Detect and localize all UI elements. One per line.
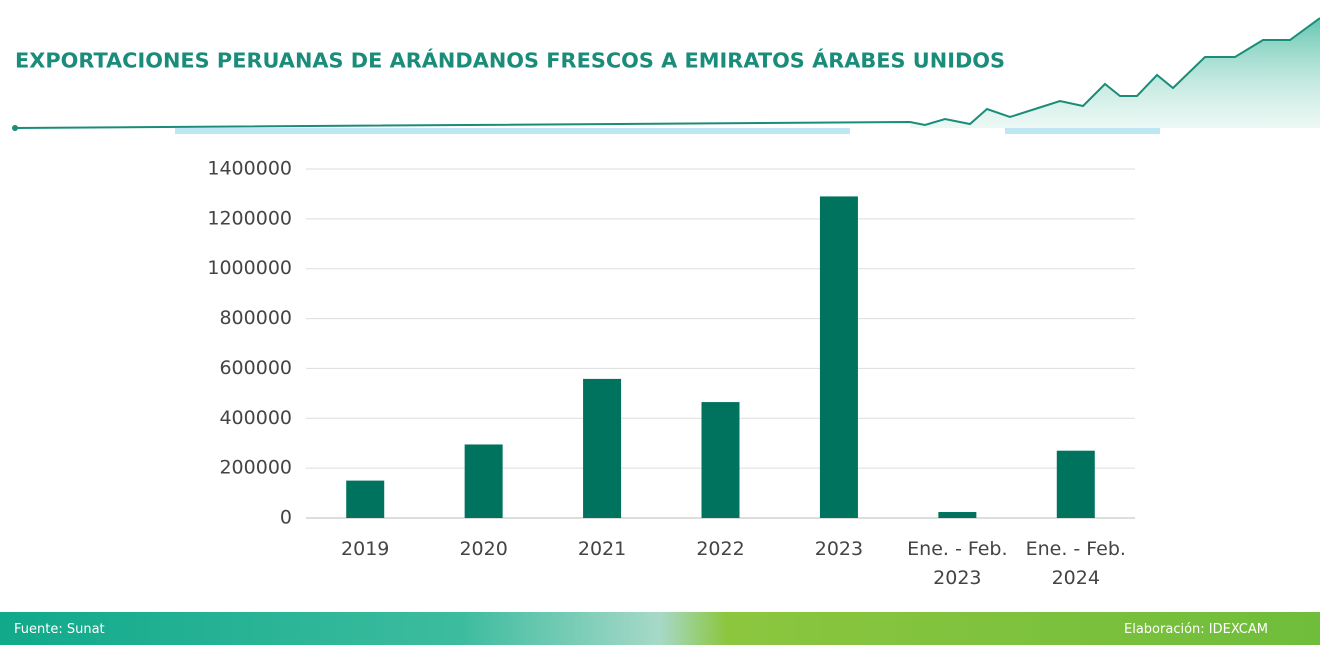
x-tick-label: Ene. - Feb. 2024 — [1025, 538, 1126, 589]
header: EXPORTACIONES PERUANAS DE ARÁNDANOS FRES… — [12, 17, 1320, 134]
bar — [938, 512, 977, 518]
chart: 0 200000 400000 600000 800000 1000000 1200000 1… — [207, 158, 1135, 529]
strip — [1005, 128, 1160, 134]
y-tick-label: 200000 — [219, 457, 292, 479]
title: EXPORTACIONES PERUANAS DE ARÁNDANOS FRES… — [15, 49, 1005, 73]
dot — [12, 125, 18, 131]
x-tick-label: Ene. - Feb. 2023 — [907, 538, 1008, 589]
bar — [583, 378, 622, 518]
x-tick-label: 2022 — [696, 538, 745, 560]
y-tick-label: 0 — [280, 507, 292, 529]
x-tick-label: 2020 — [459, 538, 508, 560]
bar — [464, 444, 503, 518]
x-tick-label: 2019 — [341, 538, 390, 560]
bar — [1056, 450, 1095, 518]
y-tick-label: 800000 — [219, 307, 292, 329]
footer: Fuente: Sunat Elaboración: IDEXCAM — [0, 612, 1320, 645]
credit: Elaboración: IDEXCAM — [1124, 622, 1268, 637]
x-tick-label: 2023 — [814, 538, 864, 560]
line-decoration — [14, 17, 1320, 129]
source: Fuente: Sunat — [14, 622, 105, 637]
x-tick-label: 2021 — [577, 538, 627, 560]
bar — [346, 480, 385, 518]
y-tick-label: 1200000 — [207, 207, 292, 229]
strip — [175, 128, 850, 134]
y-tick-label: 1400000 — [207, 158, 292, 180]
area-decoration — [910, 18, 1320, 128]
y-tick-label: 400000 — [219, 407, 292, 429]
bar — [819, 196, 858, 518]
y-tick-label: 1000000 — [207, 257, 292, 279]
bar — [701, 402, 740, 518]
y-tick-label: 600000 — [219, 357, 292, 379]
